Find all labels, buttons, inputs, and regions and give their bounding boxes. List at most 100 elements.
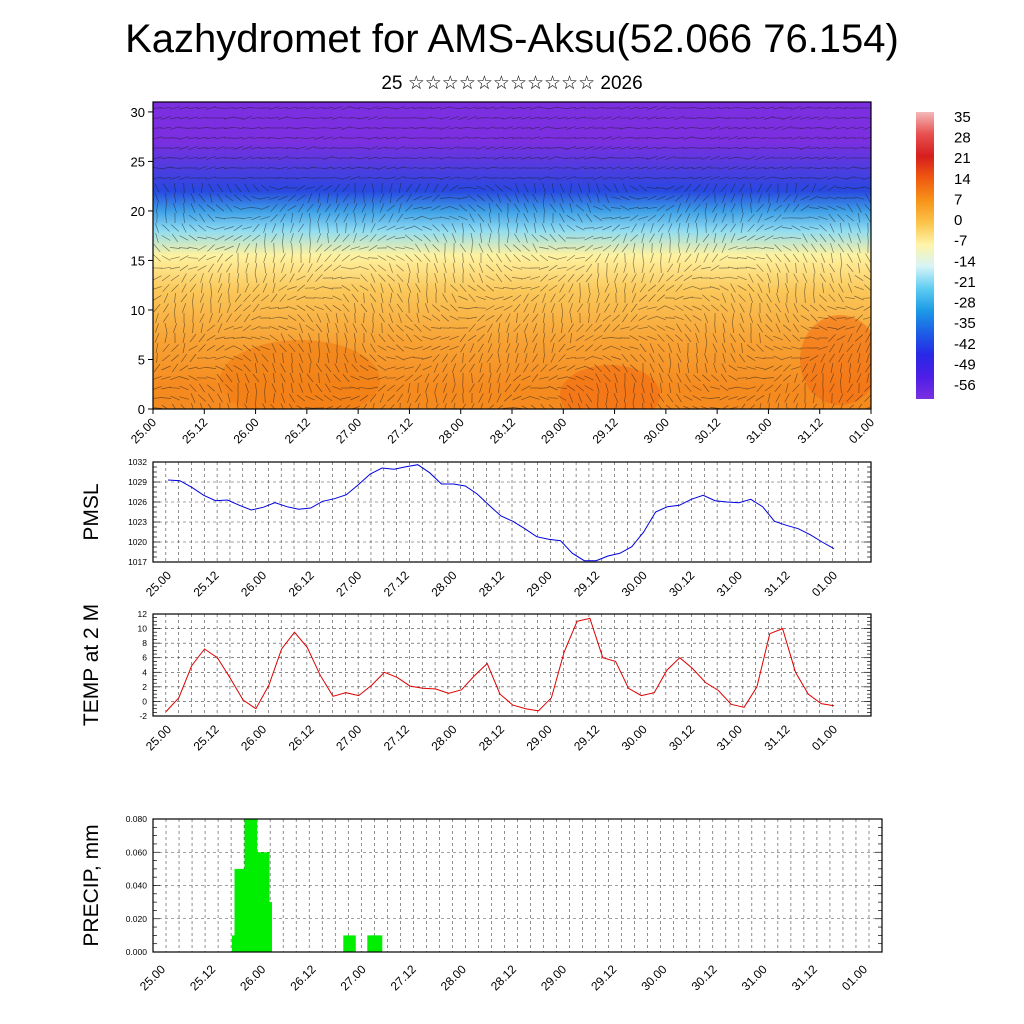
x-tick-label: 25.12 (187, 962, 218, 993)
y-tick-label: 1017 (128, 557, 147, 567)
x-tick-label: 25.00 (128, 415, 159, 446)
x-tick-label: 31.12 (761, 722, 792, 753)
x-tick-label: 30.00 (619, 722, 650, 753)
panel-frame (152, 818, 883, 953)
x-tick-label: 30.12 (689, 962, 720, 993)
colorbar-label: -56 (954, 377, 976, 394)
x-tick-label: 29.00 (538, 415, 569, 446)
x-tick-label: 26.00 (231, 415, 262, 446)
x-tick-label: 28.00 (428, 722, 459, 753)
cross-section-panel: 0 5 10 15 20 25 30 25.00 25.12 26.00 26.12 27.00 27.… (128, 101, 877, 446)
y-tick-label: 20 (131, 204, 145, 219)
colorbar-label: -14 (954, 253, 976, 270)
colorbar-label: -49 (954, 356, 976, 373)
temp-panel: -2 0 2 4 6 8 10 12 TEMP at 2 M 25.00 25.12 26.00 26.… (80, 604, 872, 753)
colorbar-label: 28 (954, 130, 971, 147)
chart-title: Kazhydromet for AMS-Aksu(52.066 76.154) (125, 17, 899, 61)
y-tick-label: 12 (138, 609, 148, 619)
y-tick-label: 0.020 (126, 914, 148, 924)
y-tick-label: 1032 (128, 457, 147, 467)
x-tick-label: 28.12 (476, 722, 507, 753)
x-tick-label: 28.00 (438, 962, 469, 993)
x-tick-label: 27.00 (333, 722, 364, 753)
x-tick-label: 31.12 (795, 415, 826, 446)
y-tick-label: 10 (138, 624, 148, 634)
x-tick-label: 30.00 (638, 962, 669, 993)
x-tick-label: 26.00 (238, 722, 269, 753)
x-tick-label: 25.00 (143, 568, 174, 599)
x-tick-label: 01.00 (809, 722, 840, 753)
colorbar-label: 0 (954, 212, 962, 229)
panel-frame (152, 461, 872, 563)
colorbar-label: -7 (954, 233, 967, 250)
chart-subtitle: 25 ☆☆☆☆☆☆☆☆☆☆☆ 2026 (381, 73, 643, 94)
y-axis-title: PMSL (80, 483, 103, 540)
x-tick-label: 29.12 (571, 568, 602, 599)
x-tick-label: 01.00 (809, 568, 840, 599)
colorbar-bar (916, 112, 934, 399)
colorbar-label: -21 (954, 274, 976, 291)
x-tick-label: 25.12 (191, 722, 222, 753)
y-tick-label: 0 (138, 402, 145, 417)
y-axis-title: PRECIP, mm (80, 824, 103, 946)
warm-region (153, 377, 230, 409)
colorbar-label: 35 (954, 109, 971, 126)
x-tick-label: 27.00 (333, 415, 364, 446)
x-tick-label: 26.12 (286, 568, 317, 599)
x-tick-label: 26.12 (286, 722, 317, 753)
x-tick-label: 30.00 (619, 568, 650, 599)
wind-vectors (153, 106, 871, 409)
y-tick-label: 1023 (128, 517, 147, 527)
x-tick-label: 26.00 (238, 568, 269, 599)
y-tick-label: 25 (131, 154, 145, 169)
x-tick-label: 31.00 (714, 568, 745, 599)
y-tick-label: 1026 (128, 497, 147, 507)
precip-panel: 0.000 0.020 0.040 0.060 0.080 PRECIP, mm 25.00… (80, 814, 883, 993)
x-tick-label: 01.00 (839, 962, 870, 993)
precip-bar (369, 935, 383, 952)
y-tick-label: 1029 (128, 477, 147, 487)
x-tick-label: 25.00 (143, 722, 174, 753)
warm-region (800, 315, 871, 405)
x-tick-label: 29.00 (524, 568, 555, 599)
x-tick-label: 27.12 (388, 962, 419, 993)
x-tick-label: 26.00 (237, 962, 268, 993)
y-tick-label: 30 (131, 105, 145, 120)
x-tick-label: 29.00 (538, 962, 569, 993)
x-tick-label: 27.00 (333, 568, 364, 599)
x-tick-label: 28.12 (487, 415, 518, 446)
x-tick-label: 28.00 (436, 415, 467, 446)
x-tick-label: 25.00 (137, 962, 168, 993)
x-tick-label: 27.00 (338, 962, 369, 993)
temp-line (165, 617, 835, 712)
colorbar-label: -28 (954, 295, 976, 312)
pmsl-panel: 1017 1020 1023 1026 1029 1032 PMSL 25.00 25.12 26… (80, 457, 872, 599)
x-tick-label: 30.00 (641, 415, 672, 446)
x-tick-label: 26.12 (282, 415, 313, 446)
y-tick-label: 10 (131, 303, 145, 318)
y-tick-label: 15 (131, 253, 145, 268)
x-tick-label: 30.12 (692, 415, 723, 446)
colorbar-label: -42 (954, 336, 976, 353)
y-tick-label: 5 (138, 352, 145, 367)
x-tick-label: 31.00 (714, 722, 745, 753)
y-tick-label: 0.040 (126, 881, 148, 891)
y-axis-title: TEMP at 2 M (80, 604, 103, 726)
x-tick-label: 30.12 (666, 722, 697, 753)
colorbar-label: 7 (954, 191, 962, 208)
x-tick-label: 28.12 (488, 962, 519, 993)
x-tick-label: 25.12 (191, 568, 222, 599)
precip-bar (343, 935, 356, 952)
colorbar-label: 14 (954, 171, 971, 188)
x-tick-label: 28.00 (428, 568, 459, 599)
x-tick-label: 31.00 (739, 962, 770, 993)
colorbar-label: -35 (954, 315, 976, 332)
y-tick-label: 0.080 (126, 814, 148, 824)
y-tick-label: 0.000 (126, 947, 148, 957)
x-tick-label: 29.12 (571, 722, 602, 753)
x-tick-label: 29.12 (590, 415, 621, 446)
x-tick-label: 01.00 (846, 415, 877, 446)
x-tick-label: 29.12 (588, 962, 619, 993)
x-tick-label: 27.12 (381, 722, 412, 753)
